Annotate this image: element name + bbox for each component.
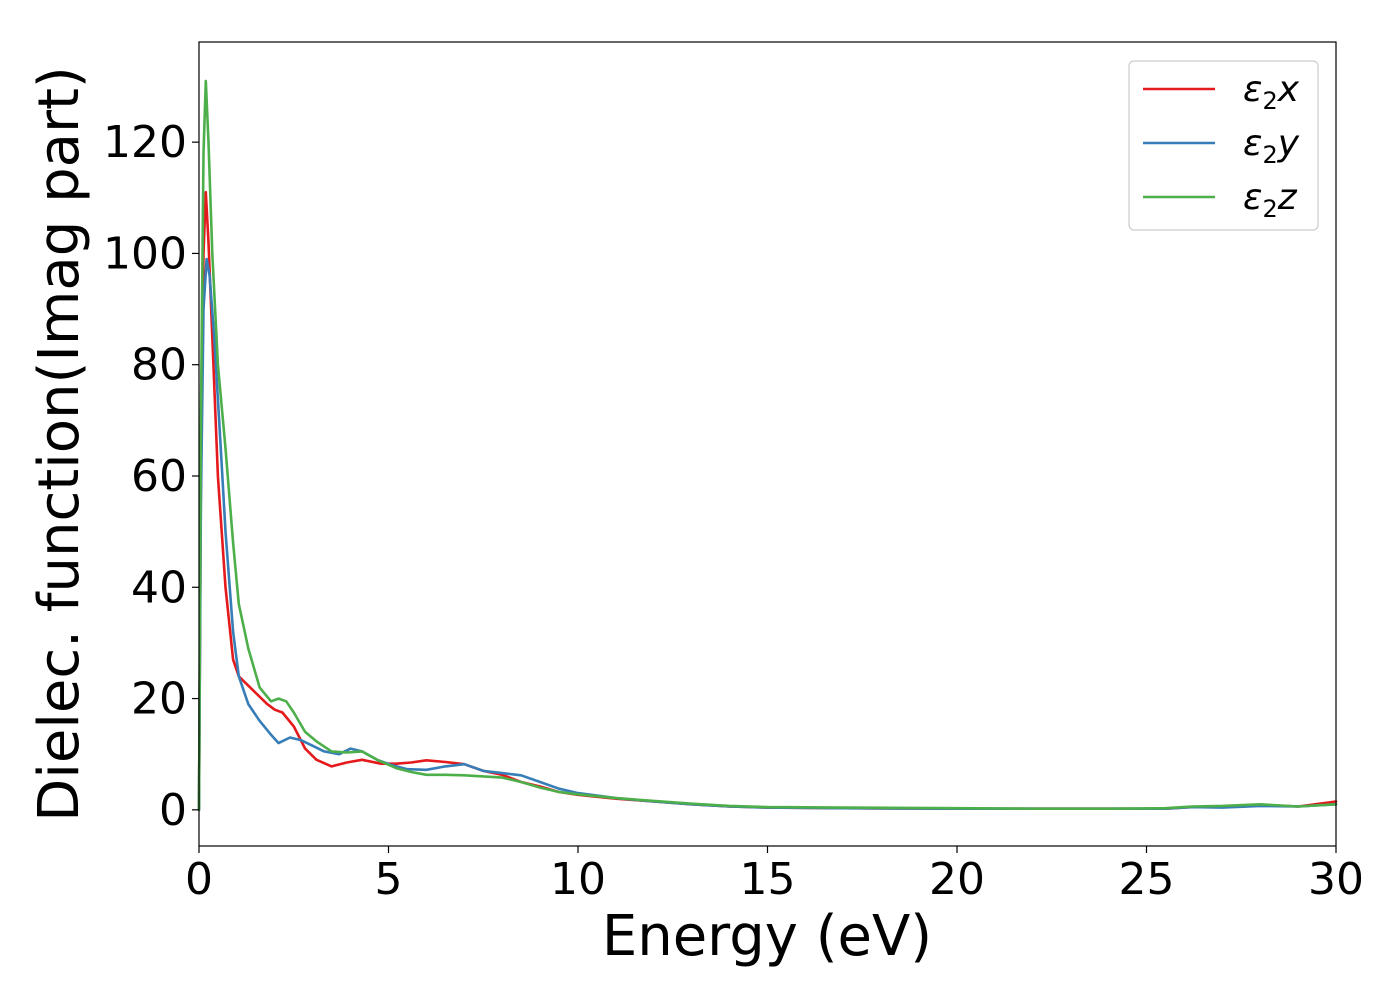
legend: ε2x ε2y ε2z (1128, 60, 1319, 231)
x-tick-label: 10 (550, 854, 606, 905)
y-tick-label: 0 (159, 785, 187, 836)
y-tick-label: 80 (131, 340, 187, 391)
x-tick-label: 25 (1119, 854, 1175, 905)
y-tick-label: 120 (103, 117, 187, 168)
y-axis: 0 20 40 60 80 100 120 (103, 117, 199, 836)
y-axis-title: Dielec. function(Imag part) (27, 66, 92, 822)
x-axis: 0 5 10 15 20 25 30 (185, 846, 1364, 905)
y-tick-label: 20 (131, 674, 187, 725)
legend-box (1128, 60, 1319, 231)
y-tick-label: 100 (103, 228, 187, 279)
y-tick-label: 60 (131, 451, 187, 502)
x-tick-label: 15 (740, 854, 796, 905)
x-tick-label: 0 (185, 854, 213, 905)
series-line-z (197, 79, 1338, 812)
legend-label-y: ε2y (1243, 123, 1300, 169)
legend-label-x: ε2x (1243, 69, 1300, 115)
legend-label-z: ε2z (1243, 177, 1298, 223)
x-tick-label: 30 (1308, 854, 1364, 905)
x-axis-title: Energy (eV) (602, 904, 932, 969)
series-layer (197, 79, 1338, 812)
x-tick-label: 20 (929, 854, 985, 905)
y-tick-label: 40 (131, 562, 187, 613)
x-tick-label: 5 (375, 854, 403, 905)
